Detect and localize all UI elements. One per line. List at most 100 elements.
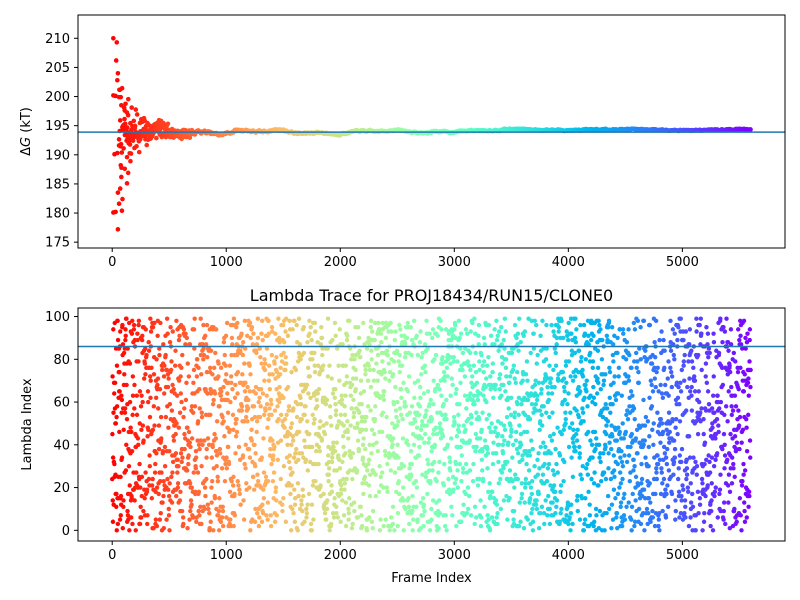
lambda-point xyxy=(716,429,721,435)
lambda-point xyxy=(673,508,678,514)
lambda-point xyxy=(707,350,712,356)
lambda-point xyxy=(310,412,315,418)
lambda-point xyxy=(257,515,262,520)
lambda-point xyxy=(556,325,562,330)
lambda-point xyxy=(405,389,411,394)
lambda-point xyxy=(519,401,524,407)
lambda-point xyxy=(154,523,160,529)
lambda-point xyxy=(692,374,697,379)
lambda-point xyxy=(249,438,254,443)
lambda-point xyxy=(395,511,401,516)
lambda-point xyxy=(593,401,598,407)
lambda-point xyxy=(746,504,751,509)
lambda-point xyxy=(660,395,666,400)
lambda-point xyxy=(620,463,626,469)
lambda-point xyxy=(520,378,525,383)
lambda-point xyxy=(665,376,670,381)
lambda-point xyxy=(532,382,538,388)
lambda-point xyxy=(246,397,251,403)
lambda-point xyxy=(664,491,669,497)
lambda-point xyxy=(563,410,568,415)
lambda-point xyxy=(440,434,446,439)
lambda-point xyxy=(160,449,166,454)
lambda-point xyxy=(414,425,420,430)
lambda-point xyxy=(587,513,593,518)
lambda-point xyxy=(360,455,366,460)
lambda-point xyxy=(326,466,332,471)
lambda-point xyxy=(204,446,209,452)
lambda-point xyxy=(156,491,161,497)
lambda-point xyxy=(648,378,654,383)
lambda-point xyxy=(646,444,651,450)
lambda-point xyxy=(624,459,630,465)
lambda-point xyxy=(610,401,615,407)
lambda-point xyxy=(505,517,510,522)
lambda-point xyxy=(655,461,661,467)
lambda-point xyxy=(140,423,146,428)
lambda-point xyxy=(290,506,295,512)
lambda-point xyxy=(435,333,440,338)
lambda-point xyxy=(729,412,735,418)
lambda-point xyxy=(205,354,210,360)
lambda-point xyxy=(603,444,608,450)
lambda-point xyxy=(306,391,311,396)
lambda-point xyxy=(502,316,508,321)
lambda-point xyxy=(586,429,591,435)
lambda-point xyxy=(265,425,270,430)
lambda-point xyxy=(647,481,652,486)
lambda-point xyxy=(426,461,431,467)
lambda-point xyxy=(348,393,354,398)
lambda-point xyxy=(397,369,402,375)
lambda-point xyxy=(139,474,145,480)
lambda-point xyxy=(114,404,120,409)
lambda-point xyxy=(649,361,655,366)
lambda-point xyxy=(500,434,505,439)
lambda-point xyxy=(424,423,429,428)
lambda-point xyxy=(536,491,541,497)
lambda-point xyxy=(747,337,752,343)
lambda-point xyxy=(346,436,351,441)
lambda-point xyxy=(454,434,460,439)
lambda-point xyxy=(482,438,488,443)
lambda-point xyxy=(177,498,183,503)
lambda-point xyxy=(704,380,710,386)
lambda-point xyxy=(254,350,259,356)
lambda-point xyxy=(123,333,128,338)
lambda-point xyxy=(553,363,559,368)
lambda-point xyxy=(478,436,483,441)
lambda-point xyxy=(241,517,247,522)
lambda-point xyxy=(263,474,269,480)
lambda-point xyxy=(738,333,743,338)
lambda-point xyxy=(508,434,513,439)
lambda-point xyxy=(148,395,153,400)
lambda-point xyxy=(638,357,643,362)
lambda-point xyxy=(705,389,711,394)
lambda-point xyxy=(169,500,175,505)
lambda-point xyxy=(745,331,750,336)
lambda-point xyxy=(283,519,289,524)
lambda-point xyxy=(161,374,167,379)
lambda-point xyxy=(493,425,498,430)
lambda-point xyxy=(678,389,684,394)
lambda-point xyxy=(132,382,137,388)
lambda-point xyxy=(147,374,153,379)
lambda-point xyxy=(738,365,743,371)
lambda-point xyxy=(119,455,125,460)
lambda-point xyxy=(187,440,192,445)
lambda-point xyxy=(229,335,235,341)
lambda-point xyxy=(713,436,718,441)
lambda-point xyxy=(471,363,477,368)
lambda-point xyxy=(577,444,582,450)
lambda-point xyxy=(575,493,580,499)
lambda-point xyxy=(221,384,226,390)
lambda-point xyxy=(592,429,598,435)
lambda-point xyxy=(569,455,574,460)
lambda-point xyxy=(681,359,687,364)
lambda-point xyxy=(290,327,295,332)
lambda-point xyxy=(414,485,420,490)
lambda-point xyxy=(652,354,658,360)
lambda-point xyxy=(580,406,585,411)
lambda-point xyxy=(727,369,733,375)
lambda-point xyxy=(216,528,222,533)
lambda-point xyxy=(618,481,624,486)
